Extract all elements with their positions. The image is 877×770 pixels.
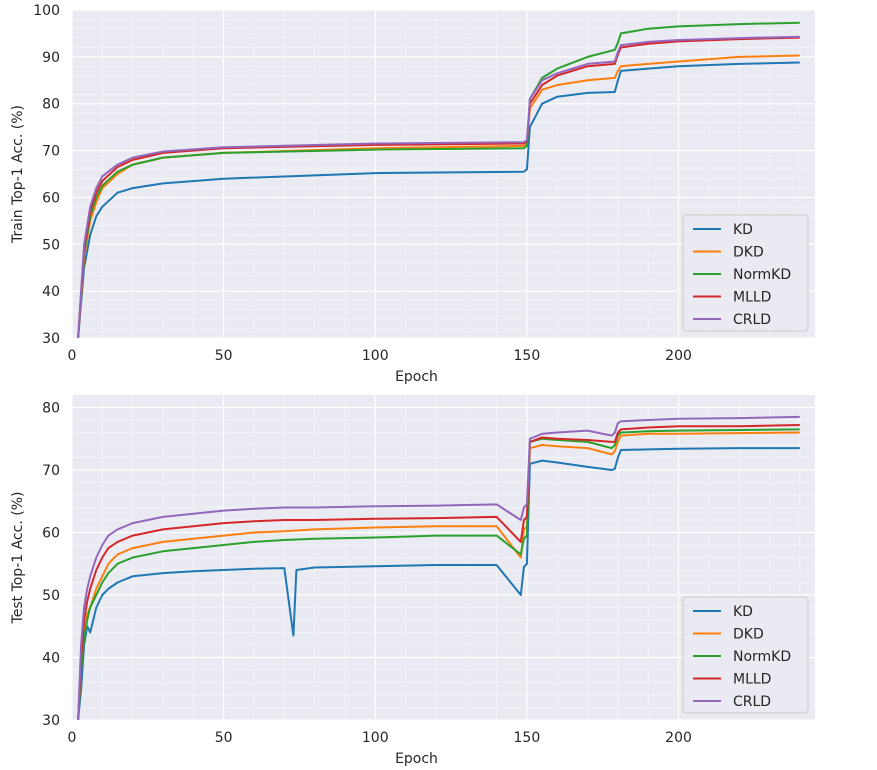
legend-label: DKD [733,245,764,261]
x-tick-label: 0 [68,730,77,746]
y-tick-label: 60 [42,526,60,542]
legend-box [682,214,809,332]
x-tick-label: 200 [665,348,692,364]
y-tick-label: 30 [42,331,60,347]
y-tick-label: 40 [42,651,60,667]
x-tick-label: 50 [215,730,233,746]
y-axis-label: Test Top-1 Acc. (%) [10,492,26,625]
legend-label: DKD [733,627,764,643]
series-line-kd [77,61,800,338]
series-line-crld [77,35,800,338]
y-tick-label: 30 [42,713,60,729]
x-tick-label: 100 [362,730,389,746]
x-axis-label: Epoch [395,369,438,385]
x-tick-label: 0 [68,348,77,364]
y-tick-label: 90 [42,50,60,66]
x-tick-label: 100 [362,348,389,364]
y-tick-label: 60 [42,190,60,206]
y-tick-label: 40 [42,284,60,300]
legend-label: KD [733,604,753,620]
legend-label: MLLD [733,672,771,688]
y-tick-label: 80 [42,401,60,417]
y-tick-label: 70 [42,144,60,160]
test-accuracy-plot: 0 50 100 150 200 30 40 50 60 70 80 Epoch Test Top-1 … [10,395,815,767]
x-axis-label: Epoch [395,751,438,767]
legend: KD DKD NormKD MLLD CRLD [682,596,809,714]
legend-box [682,596,809,714]
legend-label: NormKD [733,267,791,283]
series-line-crld [77,415,800,720]
x-tick-label: 50 [215,348,233,364]
x-tick-label: 150 [514,730,541,746]
y-tick-label: 50 [42,588,60,604]
x-tick-label: 150 [514,348,541,364]
y-tick-label: 50 [42,237,60,253]
series-line-mlld [77,424,800,720]
y-axis-label: Train Top-1 Acc. (%) [10,105,26,244]
series-line-kd [77,447,800,720]
y-tick-label: 80 [42,97,60,113]
y-tick-label: 70 [42,463,60,479]
legend-label: NormKD [733,649,791,665]
y-tick-label: 100 [33,3,60,19]
legend-label: MLLD [733,290,771,306]
x-tick-label: 200 [665,730,692,746]
legend: KD DKD NormKD MLLD CRLD [682,214,809,332]
series-line-normkd [77,21,800,338]
legend-label: KD [733,222,753,238]
series-line-dkd [77,431,800,720]
legend-label: CRLD [733,312,771,328]
train-accuracy-plot: 0 50 100 150 200 30 40 50 60 70 80 90 100 Epoch Train … [10,3,815,385]
legend-label: CRLD [733,694,771,710]
